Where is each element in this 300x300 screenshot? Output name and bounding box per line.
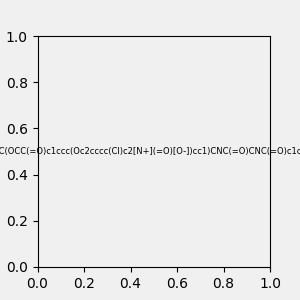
Text: O=C(OCC(=O)c1ccc(Oc2cccc(Cl)c2[N+](=O)[O-])cc1)CNC(=O)CNC(=O)c1ccco1: O=C(OCC(=O)c1ccc(Oc2cccc(Cl)c2[N+](=O)[O… <box>0 147 300 156</box>
